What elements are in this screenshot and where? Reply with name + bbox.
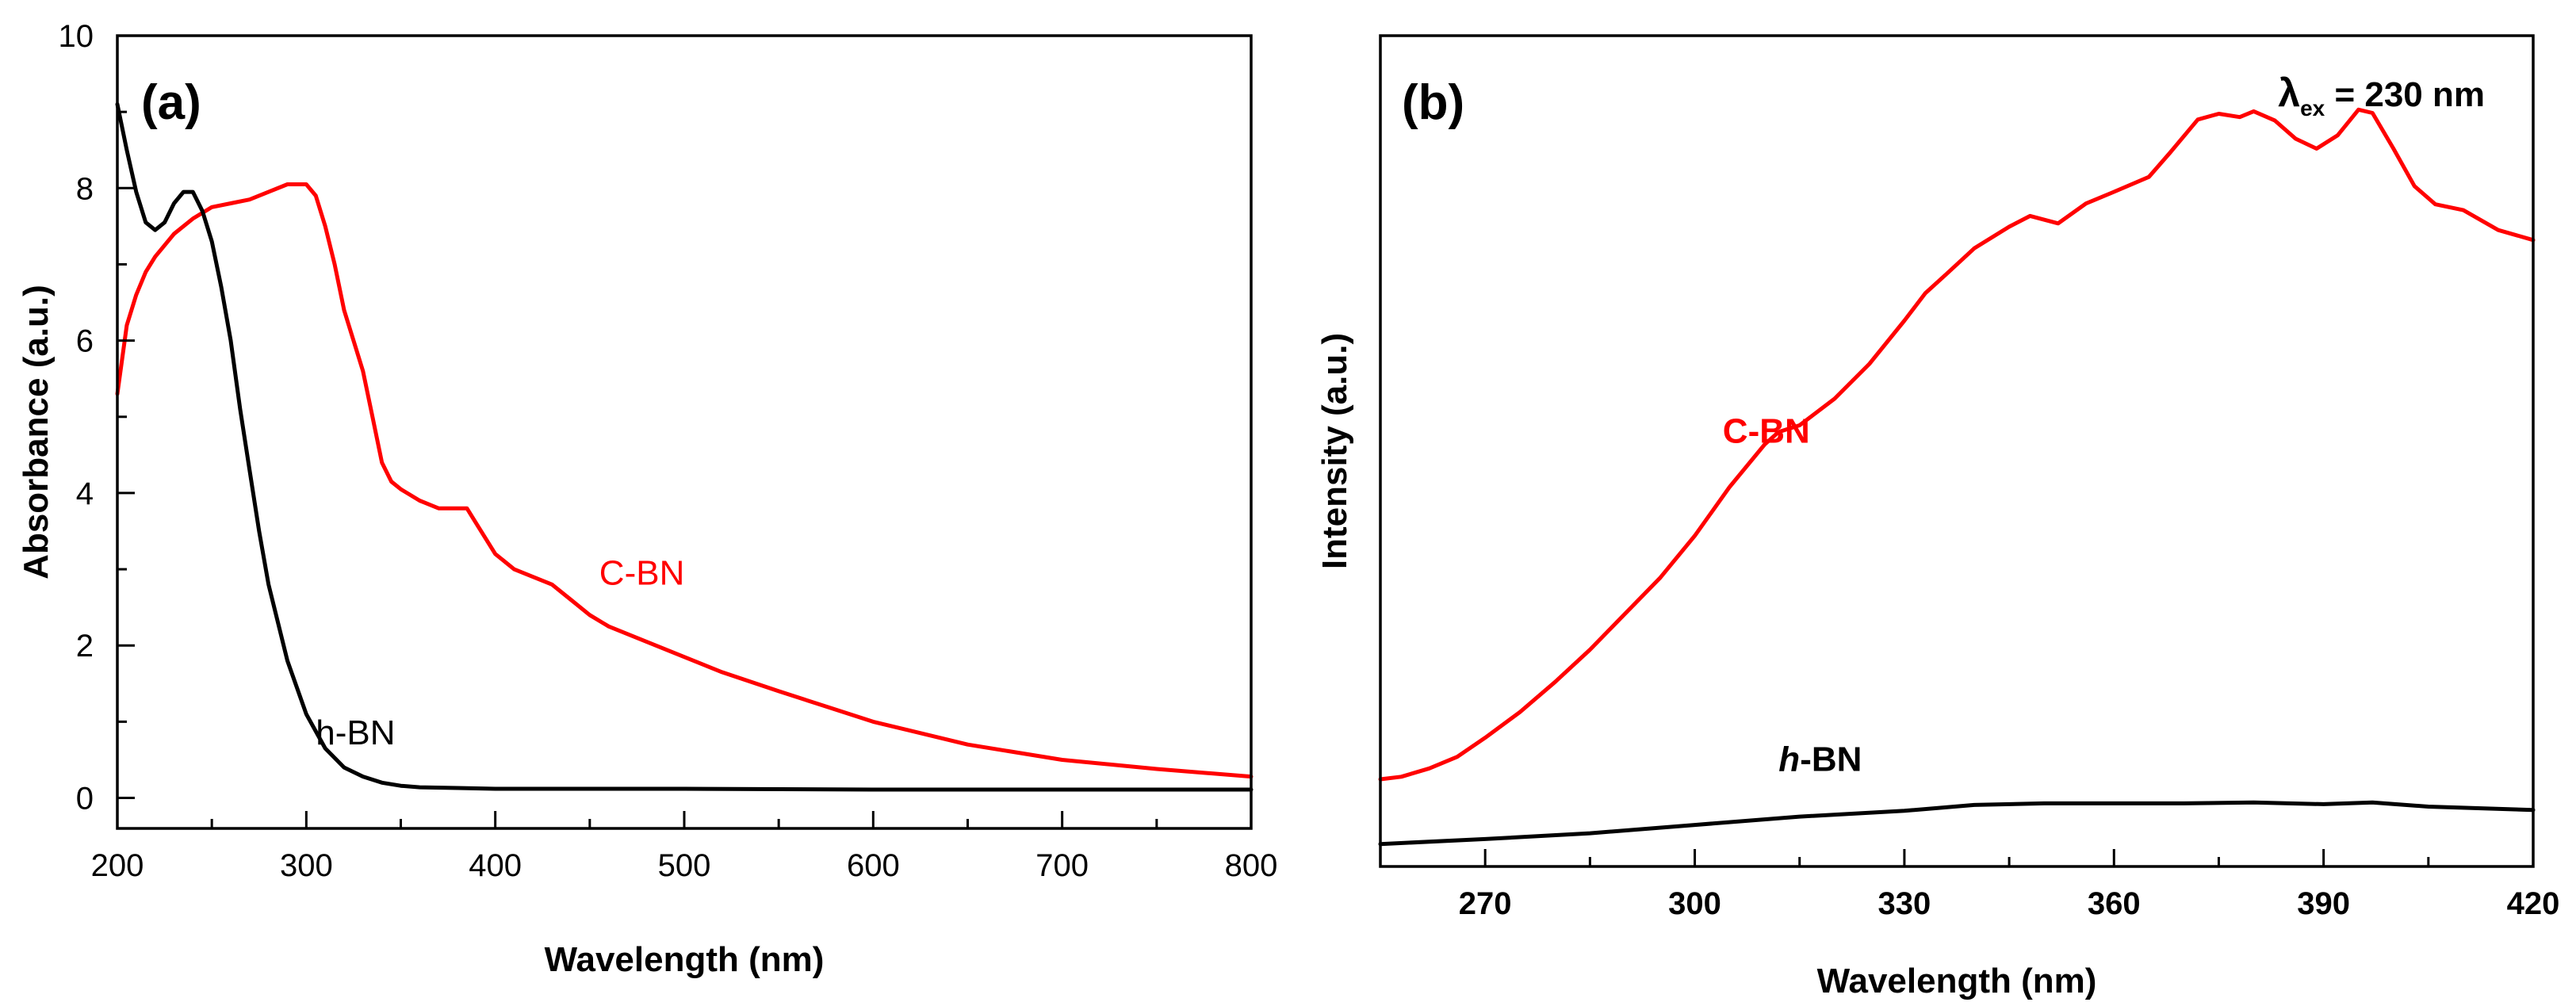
x-tick-label: 270 — [1459, 886, 1512, 921]
excitation-value: = 230 nm — [2325, 75, 2485, 114]
y-tick-label: 2 — [76, 629, 94, 664]
x-tick-label: 330 — [1878, 886, 1931, 921]
panel-a-label: (a) — [141, 75, 201, 130]
panel-b-series-label-c-bn: C-BN — [1723, 412, 1810, 451]
y-tick-label: 8 — [76, 171, 94, 206]
x-tick-label: 300 — [1668, 886, 1721, 921]
panel-a-absorbance-chart: 200 300 400 500 600 700 800 0 2 4 6 8 10 (a) C-BN h… — [17, 19, 1277, 979]
y-tick-label: 6 — [76, 324, 94, 359]
y-tick-label: 0 — [76, 782, 94, 817]
panel-a-y-axis: 0 2 4 6 8 10 — [59, 19, 135, 817]
panel-a-series-label-c-bn: C-BN — [599, 553, 685, 592]
panel-b-line-h-bn — [1378, 800, 2536, 847]
panel-a-plot-frame — [116, 34, 1253, 830]
panel-b-line-c-bn — [1378, 107, 2536, 782]
panel-a-line-h-bn — [115, 102, 1254, 792]
x-tick-label: 420 — [2507, 886, 2560, 921]
x-tick-label: 200 — [91, 848, 144, 883]
panel-a-y-axis-title: Absorbance (a.u.) — [17, 285, 56, 580]
panel-b-x-axis-title: Wavelength (nm) — [1817, 962, 2097, 1000]
panel-a-x-axis-title: Wavelength (nm) — [545, 940, 825, 979]
x-tick-label: 400 — [469, 848, 522, 883]
lambda-subscript: ex — [2300, 96, 2325, 120]
panel-b-h-bn-italic-h: h — [1778, 740, 1800, 779]
panel-b-series-label-h-bn: h-BN — [1778, 740, 1862, 779]
panel-b-x-axis: 270 300 330 360 390 420 — [1379, 849, 2560, 921]
y-tick-label: 10 — [59, 19, 94, 54]
panel-a-line-c-bn — [115, 182, 1254, 779]
panel-a-series-label-h-bn: h-BN — [316, 713, 395, 752]
y-tick-label: 4 — [76, 476, 94, 511]
x-tick-label: 300 — [280, 848, 333, 883]
panel-b-plot-frame — [1379, 34, 2535, 868]
x-tick-label: 800 — [1225, 848, 1278, 883]
panel-b-label: (b) — [1402, 75, 1464, 130]
x-tick-label: 600 — [847, 848, 900, 883]
x-tick-label: 700 — [1035, 848, 1089, 883]
x-tick-label: 500 — [658, 848, 711, 883]
x-tick-label: 390 — [2297, 886, 2350, 921]
excitation-wavelength-annotation: λex = 230 nm — [2278, 71, 2485, 120]
lambda-symbol: λ — [2278, 71, 2300, 115]
panel-b-y-axis-title: Intensity (a.u.) — [1315, 333, 1354, 569]
panel-a-x-axis: 200 300 400 500 600 700 800 — [91, 811, 1278, 883]
x-tick-label: 360 — [2088, 886, 2141, 921]
panel-b-intensity-chart: 270 300 330 360 390 420 (b) λex = 230 nm C-BN… — [1315, 34, 2560, 1000]
panel-b-series-group — [1378, 107, 2536, 847]
panel-b-h-bn-rest: -BN — [1800, 740, 1862, 779]
panel-b-c-bn-label-text: C-BN — [1723, 412, 1810, 451]
panel-a-series-group — [115, 102, 1254, 792]
